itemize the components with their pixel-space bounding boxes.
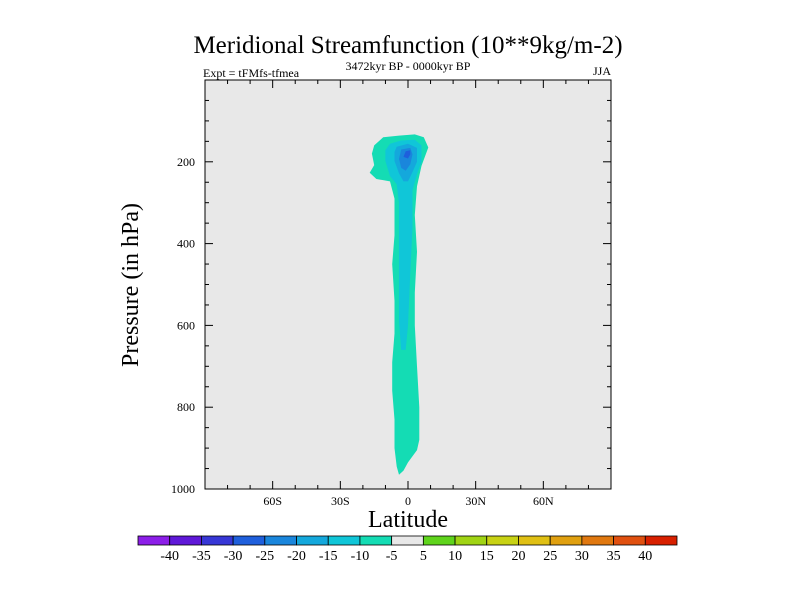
colorbar-label: 5 — [420, 549, 427, 564]
colorbar-label: 35 — [607, 549, 621, 564]
colorbar-swatch — [264, 535, 297, 546]
y-tick-label: 600 — [177, 318, 195, 332]
y-tick-label: 400 — [177, 237, 195, 251]
colorbar-swatch — [169, 535, 202, 546]
colorbar-label: -25 — [255, 549, 274, 564]
colorbar-swatch — [486, 535, 519, 546]
x-tick-label: 30N — [465, 494, 486, 508]
x-tick-label: 30S — [331, 494, 350, 508]
y-tick-label: 1000 — [171, 482, 195, 496]
colorbar-label: -30 — [224, 549, 243, 564]
colorbar-label: 15 — [480, 549, 494, 564]
x-axis-label: Latitude — [368, 507, 448, 533]
colorbar-label: -15 — [319, 549, 338, 564]
colorbar-label: -5 — [386, 549, 398, 564]
colorbar-swatch — [391, 535, 424, 546]
colorbar-swatch — [422, 535, 456, 546]
colorbar-swatch — [613, 535, 646, 546]
colorbar-swatch — [296, 535, 329, 546]
colorbar-swatch — [644, 535, 678, 546]
colorbar-label: 10 — [448, 549, 462, 564]
colorbar-label: -10 — [351, 549, 370, 564]
colorbar-label: 40 — [638, 549, 652, 564]
colorbar — [137, 535, 678, 546]
colorbar-swatch — [549, 535, 583, 546]
colorbar-swatch — [581, 535, 614, 546]
chart-title: Meridional Streamfunction (10**9kg/m-2) — [193, 32, 622, 59]
colorbar-label: -35 — [192, 549, 211, 564]
colorbar-labels: -40 -35 -30 -25 -20 -15 -10 -5 5 10 15 20 25 30 35 40 — [160, 549, 652, 564]
colorbar-swatch — [232, 535, 266, 546]
x-axis: 60S 30S 0 30N 60N — [227, 80, 589, 508]
y-axis-label: Pressure (in hPa) — [118, 203, 144, 367]
x-tick-label: 60N — [533, 494, 554, 508]
colorbar-label: -20 — [287, 549, 306, 564]
contour-region-4 — [403, 150, 411, 159]
x-tick-label: 0 — [405, 494, 411, 508]
colorbar-swatch — [327, 535, 361, 546]
colorbar-swatch — [201, 535, 234, 546]
plot-frame — [204, 79, 612, 490]
x-tick-label: 60S — [263, 494, 282, 508]
subtitle-right: JJA — [593, 64, 611, 78]
subtitle-left: Expt = tFMfs-tfmea — [203, 66, 300, 80]
colorbar-swatch — [454, 535, 488, 546]
colorbar-swatch — [137, 535, 171, 546]
contour-regions — [369, 134, 429, 475]
colorbar-label: 25 — [543, 549, 557, 564]
y-tick-label: 800 — [177, 400, 195, 414]
y-axis: 200 400 600 800 1000 — [171, 99, 611, 496]
y-tick-label: 200 — [177, 155, 195, 169]
colorbar-label: -40 — [160, 549, 179, 564]
contour-region-1 — [385, 139, 422, 350]
colorbar-label: 30 — [575, 549, 589, 564]
subtitle-center: 3472kyr BP - 0000kyr BP — [346, 59, 471, 73]
colorbar-label: 20 — [512, 549, 526, 564]
colorbar-swatch — [518, 535, 551, 546]
colorbar-swatch — [359, 535, 393, 546]
